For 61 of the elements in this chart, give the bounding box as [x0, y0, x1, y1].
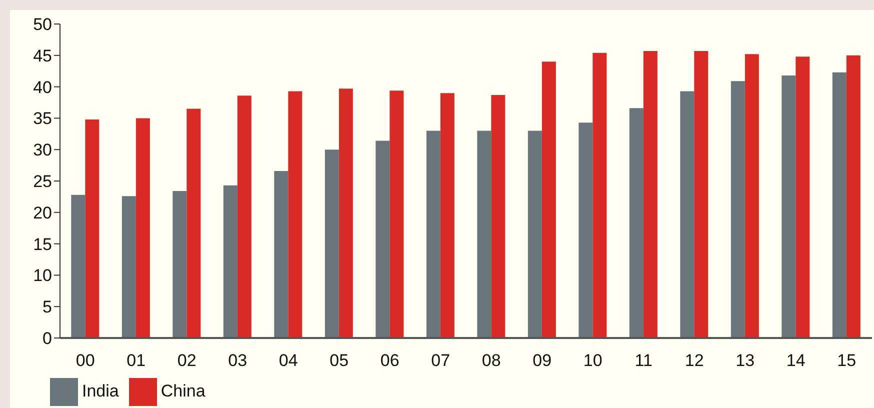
y-tick-label: 10 [33, 266, 52, 286]
x-tick-label: 15 [837, 351, 856, 370]
bar [85, 119, 100, 338]
bar [71, 194, 86, 338]
bar [730, 81, 745, 338]
x-tick-label: 02 [177, 351, 196, 370]
x-tick-label: 08 [482, 351, 501, 370]
bar [136, 118, 150, 338]
bar [426, 130, 440, 338]
bar [324, 150, 339, 338]
y-tick-label: 35 [33, 109, 52, 128]
x-tick-label: 05 [330, 351, 349, 370]
bar [680, 91, 694, 338]
x-tick-label: 10 [583, 351, 602, 370]
bar [694, 51, 708, 338]
bar [491, 94, 506, 338]
bar [338, 88, 353, 338]
legend-label: India [82, 381, 119, 400]
y-tick-label: 30 [33, 140, 52, 160]
x-tick-label: 01 [126, 351, 146, 370]
bar [237, 96, 252, 338]
bar [643, 51, 658, 338]
y-tick-label: 0 [42, 329, 52, 348]
bar [440, 93, 454, 338]
y-tick-label: 15 [33, 234, 52, 254]
x-tick-label: 06 [380, 351, 400, 370]
bar [376, 140, 390, 338]
bar [832, 72, 846, 338]
x-tick-label: 09 [532, 351, 552, 370]
bar [477, 130, 492, 338]
x-tick-label: 14 [786, 351, 806, 370]
bar [846, 55, 860, 338]
x-tick-label: 13 [736, 351, 755, 370]
bar [172, 191, 187, 338]
bar [274, 170, 288, 338]
bar [592, 52, 607, 338]
bar [186, 108, 201, 338]
bar [528, 130, 542, 338]
legend-label: China [160, 381, 206, 400]
bar [744, 54, 759, 338]
y-tick-label: 20 [33, 203, 52, 222]
x-tick-label: 00 [76, 351, 95, 370]
y-tick-label: 45 [33, 46, 52, 66]
bar [288, 91, 302, 338]
y-tick-label: 5 [42, 298, 52, 317]
x-tick-label: 04 [278, 351, 298, 370]
bar [782, 75, 796, 338]
x-tick-label: 11 [634, 351, 652, 370]
bar [578, 122, 593, 338]
y-tick-label: 40 [33, 78, 52, 97]
x-tick-label: 12 [684, 351, 704, 370]
x-tick-label: 07 [431, 351, 450, 370]
bar [542, 62, 556, 338]
bar [122, 196, 136, 338]
bar [223, 185, 238, 338]
bar [796, 56, 810, 338]
x-tick-label: 03 [228, 351, 248, 370]
y-tick-label: 25 [33, 172, 52, 192]
y-tick-label: 50 [33, 15, 52, 34]
bar [390, 90, 404, 338]
bar [629, 108, 644, 338]
